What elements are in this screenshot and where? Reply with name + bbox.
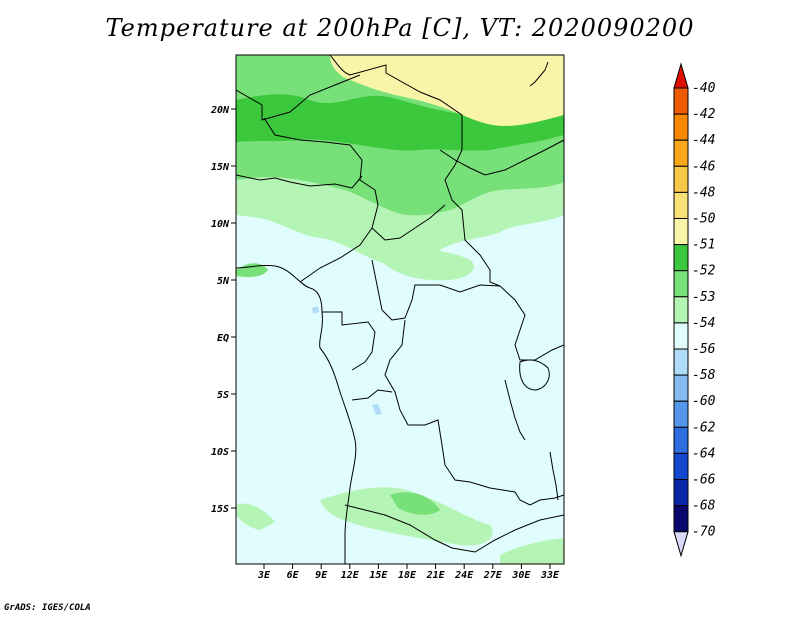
colorbar-label: -42	[692, 107, 716, 122]
field-patch-52-b	[390, 492, 440, 515]
colorbar-label: -56	[692, 342, 716, 357]
border-line-3	[263, 117, 446, 241]
border-line-8	[384, 319, 564, 506]
colorbar-label: -40	[692, 81, 716, 96]
lat-tick-label: 15S	[211, 504, 229, 515]
colorbar-top-arrow	[673, 62, 689, 89]
lon-tick-label: 21E	[426, 570, 446, 581]
temperature-field	[236, 55, 564, 564]
colorbar-segment	[673, 479, 689, 507]
lon-tick-label: 33E	[540, 570, 560, 581]
colorbar-label: -54	[692, 316, 715, 331]
field-patch-52-a	[236, 263, 268, 278]
border-line-1	[329, 55, 501, 287]
lat-tick-label: 20N	[210, 105, 230, 116]
colorbar-segment	[673, 505, 689, 533]
lake-malawi	[549, 451, 559, 501]
border-line-5	[299, 227, 373, 283]
lon-tick-label: 30E	[511, 570, 531, 581]
borders-and-coastlines	[236, 55, 564, 564]
lon-tick-label: 3E	[257, 570, 271, 581]
border-line-2	[236, 74, 361, 121]
border-line-12	[439, 139, 564, 176]
lat-tick-label: 15N	[211, 162, 230, 173]
colorbar-segment	[673, 452, 689, 480]
colorbar-segment	[673, 322, 689, 350]
lake-victoria	[519, 359, 550, 391]
colorbar-label: -70	[692, 525, 716, 540]
colorbar-label: -50	[692, 212, 716, 227]
border-line-10	[344, 504, 564, 553]
map-title: Temperature at 200hPa [C], VT: 202009020…	[105, 14, 695, 42]
colorbar-segment	[673, 139, 689, 167]
colorbar-label: -51	[692, 238, 715, 253]
lon-tick-label: 6E	[287, 570, 300, 581]
lat-tick-label: 10N	[211, 219, 230, 230]
lat-tick-label: EQ	[217, 333, 229, 344]
field-patch-53-a	[380, 250, 474, 281]
colorbar: -40 -42 -44 -46 -48 -50 -51 -52 -53 -54 -56 -58 -60 -…	[673, 62, 716, 558]
border-line-6	[371, 259, 501, 321]
lon-tick-label: 24E	[454, 570, 474, 581]
colorbar-label: -52	[692, 264, 716, 279]
colorbar-segment	[673, 191, 689, 219]
lat-tick-label: 5S	[217, 390, 229, 401]
longitude-axis: 3E 6E 9E 12E 15E 18E 21E 24E 27E 30E 33E	[257, 564, 560, 581]
colorbar-label: -64	[692, 446, 715, 461]
colorbar-segment	[673, 270, 689, 298]
colorbar-label: -62	[692, 420, 716, 435]
field-patch-50	[330, 55, 564, 126]
field-patch-53-b	[320, 487, 493, 546]
lon-tick-label: 12E	[341, 570, 360, 581]
field-patch-53-c	[236, 503, 275, 530]
nile-river	[529, 69, 546, 87]
colorbar-label: -53	[692, 290, 715, 305]
border-line-4	[236, 174, 363, 189]
colorbar-label: -68	[692, 499, 716, 514]
colorbar-segment	[673, 296, 689, 324]
colorbar-label: -46	[692, 159, 716, 174]
lon-tick-label: 27E	[483, 570, 503, 581]
colorbar-bottom-arrow	[673, 531, 689, 558]
field-patch-51	[236, 94, 564, 151]
red-sea-coast	[544, 61, 549, 71]
coastline-west-africa	[236, 264, 357, 564]
colorbar-segment	[673, 244, 689, 272]
colorbar-label: -58	[692, 368, 716, 383]
grads-credit: GrADS: IGES/COLA	[4, 603, 91, 613]
colorbar-label: -66	[692, 473, 716, 488]
colorbar-label: -48	[692, 185, 716, 200]
colorbar-segment	[673, 374, 689, 402]
border-line-11	[499, 285, 564, 361]
latitude-axis: 20N 15N 10N 5N EQ 5S 10S 15S	[210, 105, 236, 515]
lat-tick-label: 10S	[211, 447, 229, 458]
border-line-7	[322, 311, 376, 371]
colorbar-segment	[673, 113, 689, 141]
field-patch-56-a	[372, 404, 382, 415]
colorbar-segment	[673, 87, 689, 115]
lake-tanganyika	[504, 379, 526, 441]
map-frame	[235, 54, 565, 565]
field-patch-53-d	[500, 538, 564, 564]
field-patch-56-b	[312, 306, 319, 314]
lon-tick-label: 15E	[369, 570, 388, 581]
colorbar-segment	[673, 348, 689, 376]
lon-tick-label: 18E	[398, 570, 417, 581]
colorbar-segment	[673, 218, 689, 246]
colorbar-segment	[673, 426, 689, 454]
border-line-9	[351, 389, 393, 401]
lon-tick-label: 9E	[315, 570, 328, 581]
colorbar-segment	[673, 165, 689, 193]
colorbar-label: -60	[692, 394, 716, 409]
colorbar-segment	[673, 400, 689, 428]
colorbar-label: -44	[692, 133, 715, 148]
lat-tick-label: 5N	[217, 276, 230, 287]
